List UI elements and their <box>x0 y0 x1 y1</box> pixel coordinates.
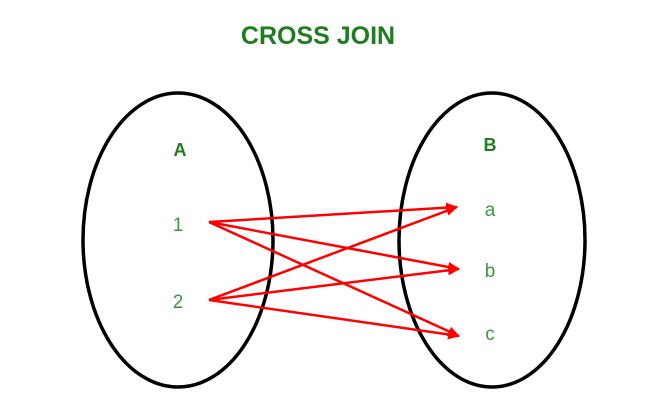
diagram-title: CROSS JOIN <box>241 22 395 50</box>
arrow-1-to-c <box>208 220 460 338</box>
set-b-element-c: c <box>485 324 495 345</box>
set-b-ellipse <box>397 91 587 389</box>
set-b-element-a: a <box>485 200 496 221</box>
arrow-1-to-b <box>208 220 460 272</box>
set-a-label: A <box>174 140 187 160</box>
set-a-ellipse <box>81 91 275 389</box>
set-a-element-1: 1 <box>173 215 184 236</box>
set-a-element-2: 2 <box>173 292 184 313</box>
arrow-2-to-b <box>208 265 460 302</box>
mapping-arrows <box>208 202 460 340</box>
set-b-label: B <box>484 135 497 155</box>
arrow-2-to-a <box>208 205 458 302</box>
arrow-2-to-c <box>208 298 460 340</box>
arrow-1-to-a <box>208 202 458 224</box>
set-b-element-b: b <box>485 261 496 282</box>
